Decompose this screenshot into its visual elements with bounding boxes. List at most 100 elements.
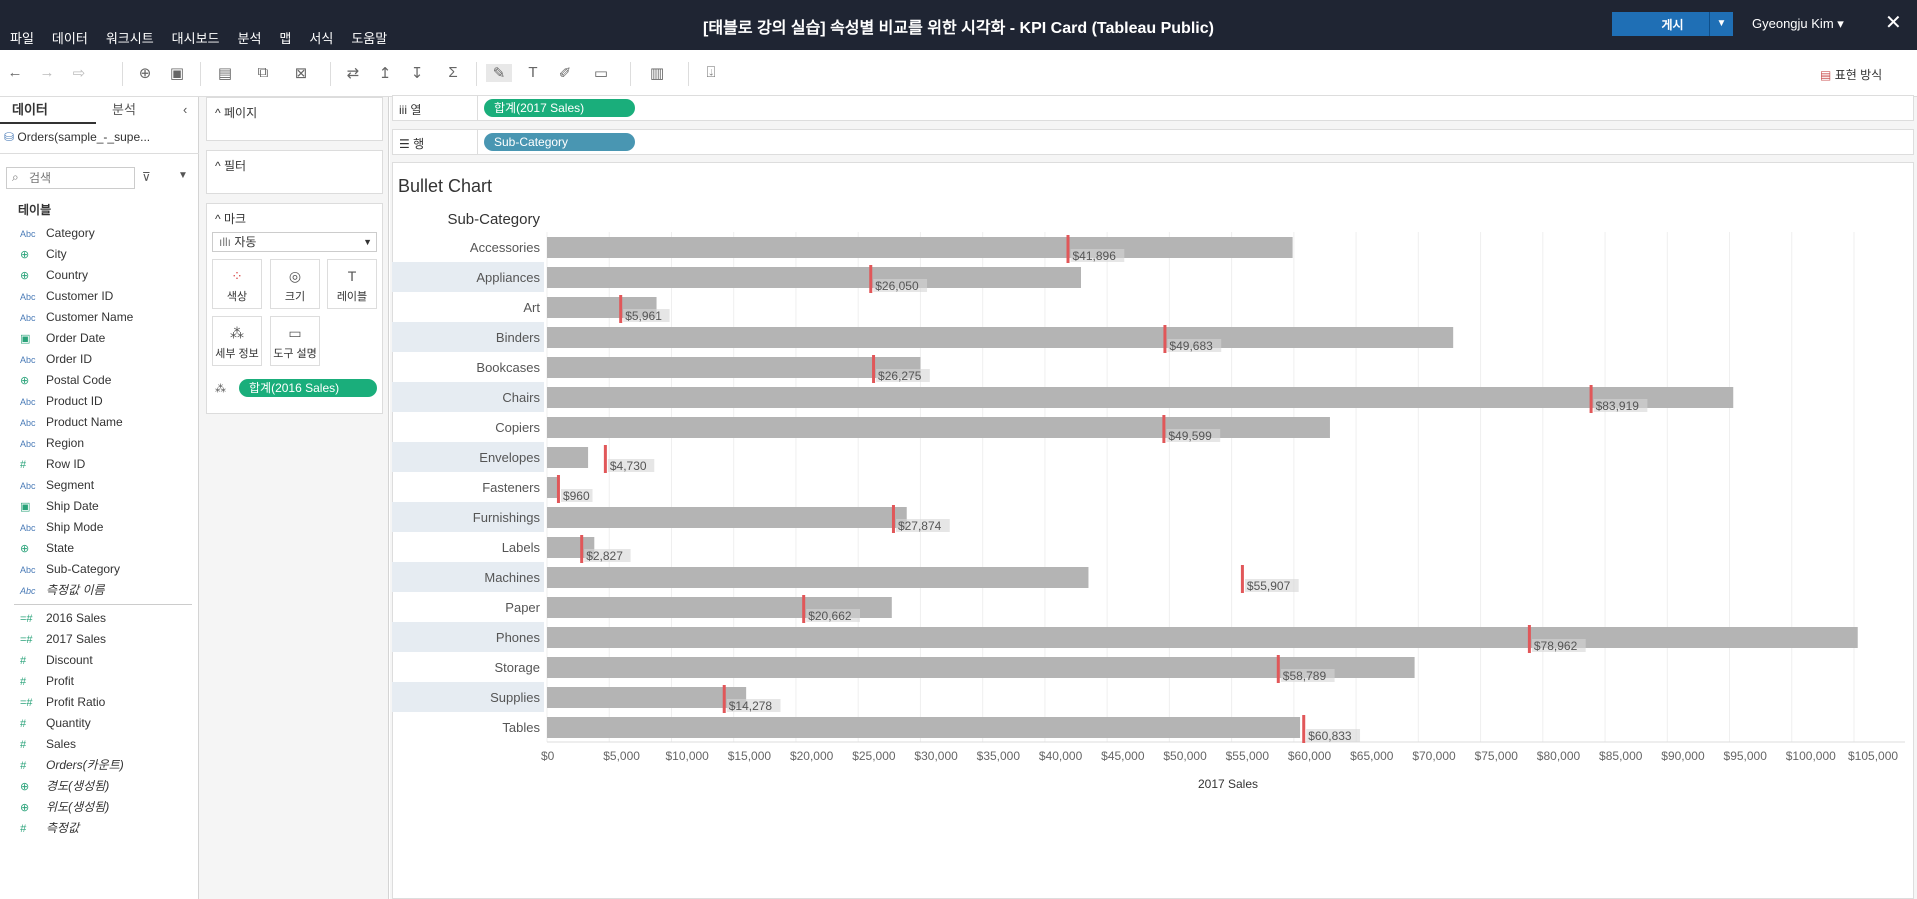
chevron-down-icon[interactable]: ▼ — [178, 170, 188, 181]
reference-label-bg — [607, 459, 655, 472]
new-worksheet-icon[interactable]: ▤ — [217, 65, 233, 82]
tooltip-icon: ▭ — [288, 325, 302, 341]
menu-format[interactable]: 서식 — [309, 31, 334, 46]
actual-bar — [547, 447, 589, 468]
reference-line — [556, 475, 560, 503]
columns-label: iii 열 — [399, 101, 421, 118]
collapse-icon[interactable]: ^ — [215, 212, 221, 226]
collapse-icon[interactable]: ^ — [215, 106, 221, 120]
dimension-field[interactable]: Abc Ship Mode — [20, 517, 103, 537]
measure-field[interactable]: # Profit — [20, 671, 74, 691]
collapse-icon[interactable]: ‹ — [183, 102, 188, 117]
field-name: Order Date — [46, 331, 106, 345]
measure-field[interactable]: =# 2017 Sales — [20, 629, 106, 649]
dimension-field[interactable]: ⊕ State — [20, 538, 74, 558]
detail-button[interactable]: ⁂ 세부 정보 — [212, 316, 262, 366]
show-me-button[interactable]: ▤ 표현 방식 — [1820, 66, 1882, 83]
dimension-field[interactable]: Abc Region — [20, 433, 84, 453]
dimension-field[interactable]: ▣ Order Date — [20, 328, 105, 348]
dimension-field[interactable]: Abc Customer Name — [20, 307, 133, 327]
dimension-field[interactable]: Abc Product Name — [20, 412, 123, 432]
x-tick-label: $20,000 — [790, 749, 834, 763]
dimension-field[interactable]: Abc Product ID — [20, 391, 103, 411]
menu-dashboard[interactable]: 대시보드 — [171, 31, 220, 46]
menu-worksheet[interactable]: 워크시트 — [105, 31, 154, 46]
sort-ascending-icon[interactable]: ↥ — [378, 65, 392, 82]
measure-field[interactable]: ⊕ 경도(생성됨) — [20, 776, 109, 796]
search-input[interactable] — [29, 170, 129, 186]
undo-icon[interactable]: ← — [7, 64, 23, 81]
clear-sheet-icon[interactable]: ⊠ — [294, 65, 308, 82]
menu-analysis[interactable]: 분석 — [237, 31, 262, 46]
size-button[interactable]: ◎ 크기 — [270, 259, 320, 309]
reference-line — [891, 505, 895, 533]
dimension-field[interactable]: ▣ Ship Date — [20, 496, 99, 516]
menu-data[interactable]: 데이터 — [51, 31, 88, 46]
sort-descending-icon[interactable]: ↧ — [410, 65, 424, 82]
field-name: Quantity — [46, 716, 91, 730]
highlight-icon[interactable]: ✎ — [486, 64, 512, 82]
dimension-field[interactable]: Abc Sub-Category — [20, 559, 120, 579]
mark-pill[interactable]: 합계(2016 Sales) — [239, 379, 377, 397]
measure-field[interactable]: =# Profit Ratio — [20, 692, 105, 712]
measure-field[interactable]: # Discount — [20, 650, 93, 670]
columns-pill[interactable]: 합계(2017 Sales) — [484, 99, 635, 117]
filters-card[interactable]: ^ 필터 — [206, 150, 383, 194]
replay-icon[interactable]: ⇨ — [72, 65, 86, 82]
label-icon[interactable]: T — [528, 64, 538, 81]
menu-map[interactable]: 맵 — [279, 31, 292, 46]
annotate-icon[interactable]: ✐ — [558, 65, 572, 82]
close-icon[interactable]: ✕ — [1885, 12, 1902, 34]
measure-field[interactable]: ⊕ 위도(생성됨) — [20, 797, 109, 817]
present-icon[interactable]: ⍗ — [706, 64, 716, 81]
mark-type-select[interactable]: ıllı 자동 ▼ — [212, 232, 377, 252]
measure-field[interactable]: # Quantity — [20, 713, 91, 733]
menu-help[interactable]: 도움말 — [351, 31, 388, 46]
dimension-field[interactable]: ⊕ Postal Code — [20, 370, 111, 390]
x-tick-label: $75,000 — [1475, 749, 1519, 763]
datasource-item[interactable]: ⛁ Orders(sample_-_supe... — [4, 130, 150, 144]
collapse-icon[interactable]: ^ — [215, 159, 221, 173]
fit-icon[interactable]: ▭ — [593, 65, 609, 82]
tab-analysis[interactable]: 분석 — [112, 102, 136, 117]
pause-update-icon[interactable]: ▣ — [169, 65, 185, 82]
swap-icon[interactable]: ⇄ — [346, 65, 360, 82]
totals-icon[interactable]: Σ — [448, 64, 458, 81]
measure-field[interactable]: =# 2016 Sales — [20, 608, 106, 628]
field-search[interactable]: ⌕ — [6, 167, 135, 189]
publish-dropdown-icon[interactable]: ▼ — [1709, 12, 1733, 36]
reference-line — [872, 355, 876, 383]
dimension-field[interactable]: Abc 측정값 이름 — [20, 580, 105, 600]
tab-data[interactable]: 데이터 — [12, 102, 48, 117]
redo-icon[interactable]: → — [39, 64, 55, 81]
dimension-field[interactable]: # Row ID — [20, 454, 85, 474]
reference-line — [1066, 235, 1070, 263]
calculated-field-icon: =# — [20, 697, 33, 709]
pages-card[interactable]: ^ 페이지 — [206, 97, 383, 141]
bullet-chart[interactable]: Sub-Category Accessories $41,896 Appliances… — [390, 200, 1910, 800]
dimension-field[interactable]: Abc Order ID — [20, 349, 92, 369]
color-button[interactable]: ⁘ 색상 — [212, 259, 262, 309]
measure-field[interactable]: # 측정값 — [20, 818, 79, 838]
show-me-label: 표현 방식 — [1834, 68, 1883, 82]
filter-icon[interactable]: ⊽ — [142, 170, 151, 184]
measure-field[interactable]: # Orders(카운트) — [20, 755, 124, 775]
dimension-field[interactable]: Abc Customer ID — [20, 286, 113, 306]
reference-line — [1302, 715, 1306, 743]
dimension-field[interactable]: Abc Segment — [20, 475, 94, 495]
tooltip-button[interactable]: ▭ 도구 설명 — [270, 316, 320, 366]
dimension-field[interactable]: ⊕ City — [20, 244, 67, 264]
menu-file[interactable]: 파일 — [10, 31, 34, 46]
toolbar-divider — [630, 62, 631, 86]
tooltip-label: 도구 설명 — [273, 348, 317, 360]
label-button[interactable]: T 레이블 — [327, 259, 377, 309]
reference-line — [722, 685, 726, 713]
dimension-field[interactable]: Abc Category — [20, 223, 95, 243]
measure-field[interactable]: # Sales — [20, 734, 76, 754]
new-datasource-icon[interactable]: ⊕ — [138, 65, 152, 82]
duplicate-sheet-icon[interactable]: ⧉ — [257, 64, 269, 81]
rows-pill[interactable]: Sub-Category — [484, 133, 635, 151]
dimension-field[interactable]: ⊕ Country — [20, 265, 88, 285]
chart-icon[interactable]: ▥ — [649, 65, 665, 82]
user-menu[interactable]: Gyeongju Kim ▾ — [1752, 16, 1844, 32]
